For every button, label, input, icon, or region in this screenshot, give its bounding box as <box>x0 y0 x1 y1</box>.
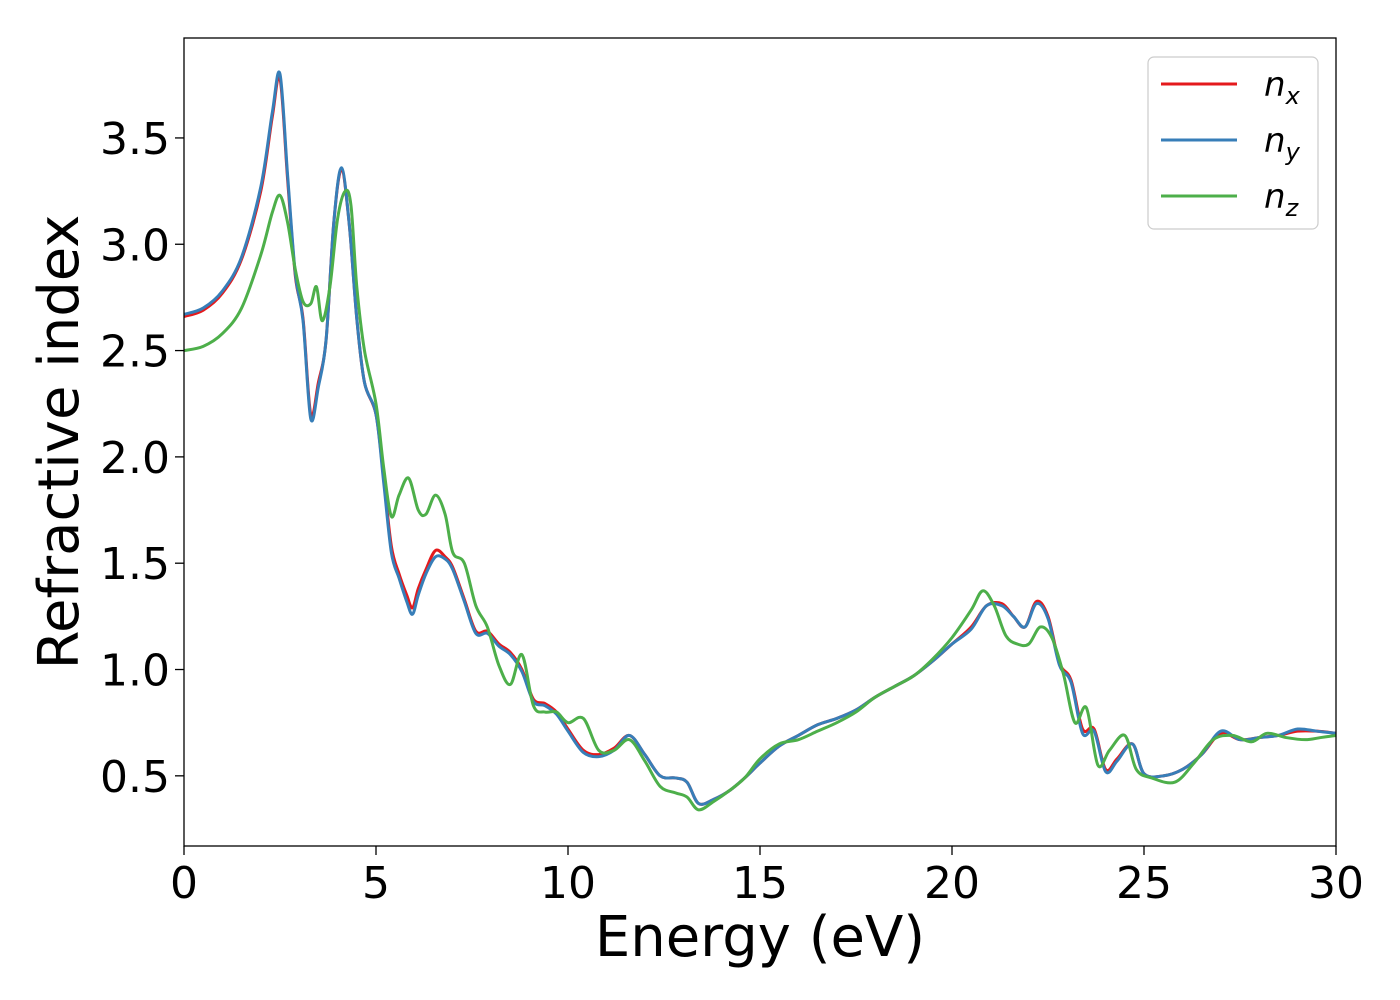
x-tick-label: 30 <box>1308 858 1364 909</box>
y-tick-label: 1.5 <box>100 539 170 590</box>
y-tick-label: 2.0 <box>100 433 170 484</box>
legend-label-y: ny <box>1264 121 1301 166</box>
y-tick-label: 2.5 <box>100 327 170 378</box>
legend-label-z: nz <box>1264 177 1300 222</box>
y-tick-label: 0.5 <box>100 752 170 803</box>
x-tick-label: 0 <box>170 858 198 909</box>
y-tick-label: 1.0 <box>100 646 170 697</box>
x-tick-label: 20 <box>924 858 980 909</box>
legend-label-x: nx <box>1264 65 1301 110</box>
y-axis: 0.5 1.0 1.5 2.0 2.5 3.0 3.5 <box>100 114 184 803</box>
x-tick-label: 5 <box>362 858 390 909</box>
y-tick-label: 3.0 <box>100 220 170 271</box>
series-line-n-y <box>184 70 1336 806</box>
y-axis-label: Refractive index <box>27 215 92 670</box>
x-axis-label: Energy (eV) <box>595 905 925 970</box>
x-tick-label: 15 <box>732 858 788 909</box>
x-tick-label: 25 <box>1116 858 1172 909</box>
legend: nx ny nz <box>1147 56 1319 230</box>
x-axis: 0 5 10 15 20 25 30 <box>170 846 1364 909</box>
series-line-n-z <box>184 188 1336 812</box>
y-tick-label: 3.5 <box>100 114 170 165</box>
legend-box <box>1147 56 1319 230</box>
plot-area <box>184 70 1336 812</box>
x-tick-label: 10 <box>540 858 596 909</box>
